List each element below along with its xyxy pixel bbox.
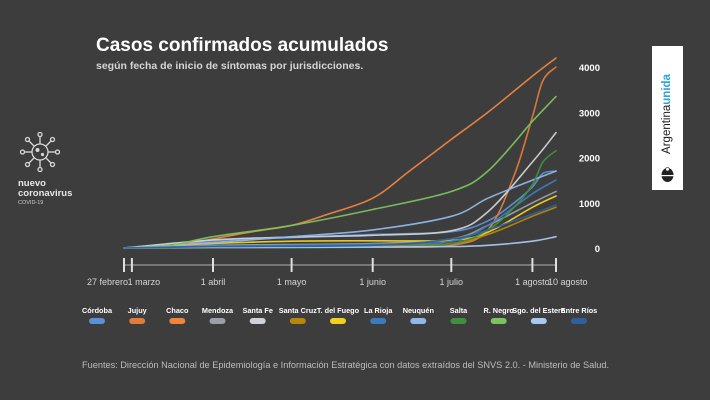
y-tick-label-3: 3000 (579, 108, 600, 119)
y-tick-label-2: 2000 (579, 154, 600, 165)
series-line-8 (123, 179, 557, 249)
logo-line3: COVID-19 (18, 200, 44, 206)
national-emblem-icon (661, 167, 674, 182)
y-tick-label-4: 4000 (579, 63, 600, 74)
x-tick-label-5: 1 julio (440, 277, 464, 287)
argentina-unida-badge: Argentinaunida (652, 46, 683, 190)
legend-label-2: Jujuy (128, 306, 148, 315)
legend-label-6: Santa Cruz (279, 306, 317, 315)
chart-title: Casos confirmados acumulados (96, 35, 389, 56)
logo-line1: nuevo (18, 178, 46, 189)
source-note: Fuentes: Dirección Nacional de Epidemiol… (82, 360, 610, 370)
legend-swatch-12 (530, 318, 547, 324)
legend-label-5: Santa Fe (242, 306, 272, 315)
chart-subtitle: según fecha de inicio de síntomas por ju… (96, 60, 364, 72)
x-tick-label-2: 1 abril (201, 277, 226, 287)
virus-icon (19, 131, 61, 173)
series-line-11 (123, 95, 557, 249)
legend-swatch-4 (209, 318, 226, 324)
y-tick-label-0: 0 (595, 244, 600, 255)
coronavirus-logo: nuevo coronavirus COVID-19 (18, 130, 88, 206)
legend-swatch-1 (89, 318, 105, 324)
series-line-12 (123, 235, 557, 249)
legend-label-7: T. del Fuego (317, 306, 360, 315)
x-tick-label-7: 10 agosto (548, 277, 588, 287)
legend-label-3: Chaco (166, 306, 189, 315)
legend-swatch-9 (410, 318, 427, 324)
legend-swatch-8 (370, 318, 387, 324)
legend-label-10: Salta (450, 306, 468, 315)
series-line-5 (123, 131, 557, 249)
legend-swatch-10 (450, 318, 467, 324)
y-tick-label-1: 1000 (579, 199, 600, 210)
legend-swatch-3 (169, 318, 186, 324)
legend-label-13: Entre Ríos (561, 306, 598, 315)
series-line-7 (123, 195, 557, 249)
x-tick-label-3: 1 mayo (277, 277, 307, 287)
legend-swatch-7 (330, 318, 346, 324)
brand-text: Argentinaunida (661, 74, 673, 154)
legend-swatch-5 (249, 318, 266, 324)
legend-label-4: Mendoza (202, 306, 234, 315)
legend-swatch-6 (289, 318, 306, 324)
series-line-2 (123, 66, 557, 249)
legend-label-9: Neuquén (403, 306, 434, 315)
legend-swatch-2 (129, 318, 146, 324)
x-tick-label-0: 27 febrero (87, 277, 128, 287)
legend-label-12: Sgo. del Estero (512, 306, 566, 315)
legend-label-8: La Rioja (364, 306, 393, 315)
brand-word2: unida (661, 74, 673, 105)
series-line-13 (123, 204, 557, 249)
brand-word1: Argentina (661, 104, 673, 154)
x-tick-label-1: 1 marzo (128, 277, 161, 287)
legend-label-11: R. Negro (483, 306, 514, 315)
x-tick-label-4: 1 junio (359, 277, 386, 287)
legend-label-1: Córdoba (82, 306, 113, 315)
series-line-9 (123, 170, 557, 249)
legend-swatch-11 (490, 318, 507, 324)
logo-line2: coronavirus (18, 188, 73, 199)
legend-swatch-13 (571, 318, 587, 324)
x-tick-label-6: 1 agosto (515, 277, 550, 287)
